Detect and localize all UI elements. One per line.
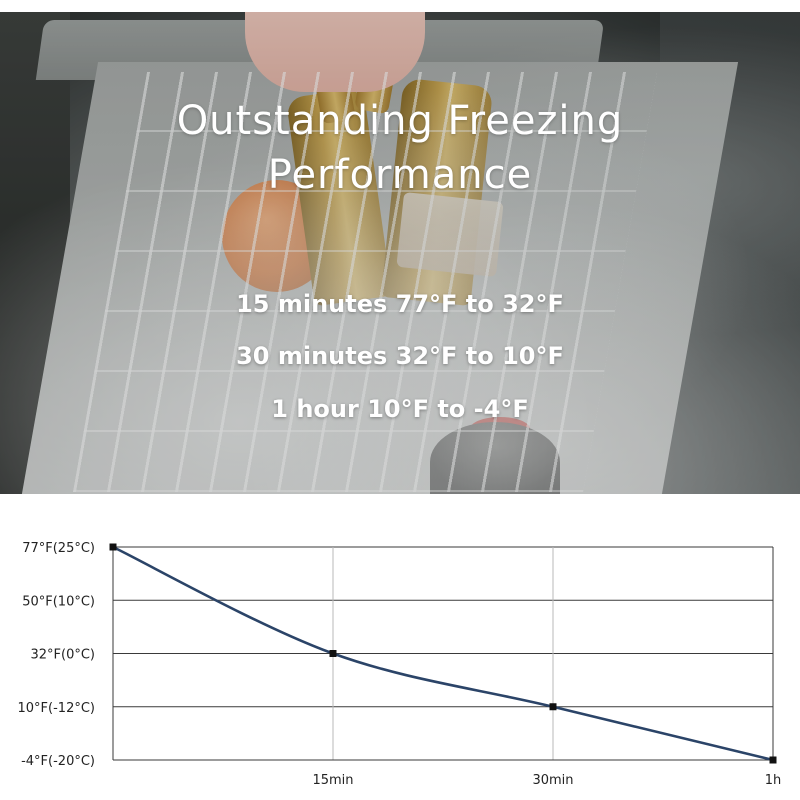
series-line-temperature — [112, 545, 774, 762]
axes — [112, 547, 773, 761]
y-tick-label: 10°F(-12°C) — [18, 701, 95, 716]
x-tick-label: 1h — [765, 773, 782, 788]
x-tick-label: 15min — [312, 773, 353, 788]
headline-line-1: Outstanding Freezing — [176, 98, 624, 144]
y-tick-label: 77°F(25°C) — [22, 541, 95, 556]
grid — [113, 546, 774, 761]
freeze-stat-1hour: 1 hour 10°F to -4°F — [271, 395, 529, 423]
product-photo: Outstanding Freezing Performance 15 minu… — [0, 12, 800, 494]
x-tick-labels: 15min 30min 1h — [312, 773, 781, 788]
y-tick-label: -4°F(-20°C) — [21, 754, 95, 769]
y-tick-label: 32°F(0°C) — [30, 648, 95, 663]
freeze-stat-30min: 30 minutes 32°F to 10°F — [236, 342, 564, 370]
cooling-curve-chart: 77°F(25°C) 50°F(10°C) 32°F(0°C) 10°F(-12°C)… — [0, 530, 800, 800]
cooling-curve-svg: 77°F(25°C) 50°F(10°C) 32°F(0°C) 10°F(-12°C)… — [18, 541, 782, 788]
y-tick-labels: 77°F(25°C) 50°F(10°C) 32°F(0°C) 10°F(-12°C)… — [18, 541, 95, 769]
photo-shade — [0, 12, 800, 494]
data-point-marker — [109, 543, 117, 551]
data-point-marker — [329, 650, 337, 657]
data-point-marker — [549, 703, 557, 711]
headline-line-2: Performance — [267, 152, 533, 198]
data-markers — [109, 543, 777, 764]
cold-fog — [0, 12, 800, 494]
x-tick-label: 30min — [532, 773, 573, 788]
y-tick-label: 50°F(10°C) — [22, 594, 95, 609]
freeze-stat-15min: 15 minutes 77°F to 32°F — [236, 290, 564, 318]
data-point-marker — [769, 756, 777, 764]
